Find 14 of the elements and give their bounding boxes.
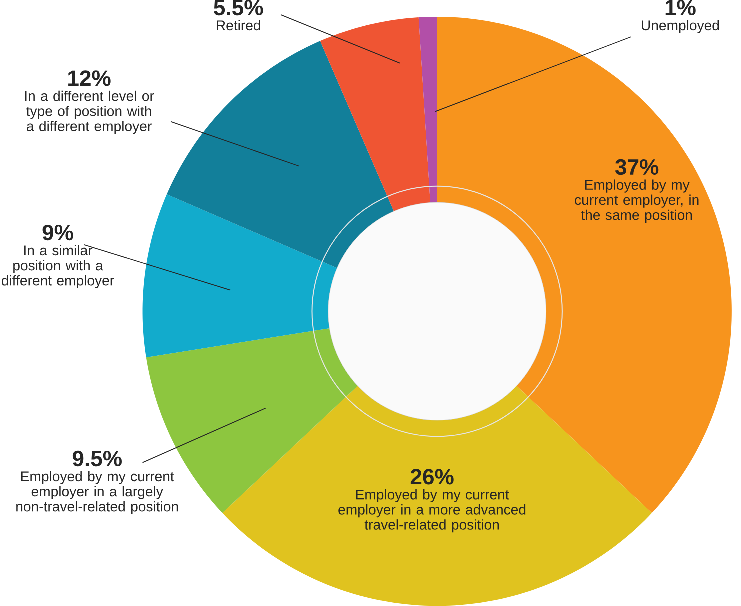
data-label: 9.5% (72, 450, 122, 467)
data-label: 12% (68, 70, 111, 86)
slice-label: Employed by my current employer in a largely non-travel-related position (16, 471, 178, 514)
slice-label: Unemployed (642, 20, 720, 34)
slice-label: In a similar position with a different employer (2, 245, 114, 288)
data-label: 37% (615, 159, 659, 176)
data-label: 5.5% (214, 0, 264, 16)
slice-label: Employed by my current employer in a more advanced travel-related position (338, 489, 526, 533)
slice-label: In a different level or type of position with a different employer (25, 90, 154, 134)
slice-label: Retired (217, 20, 260, 31)
slice-label: Employed by my current employer, in the same position (575, 180, 699, 223)
data-label: 26% (410, 469, 454, 485)
data-label: 9% (42, 224, 74, 241)
data-label: 1% (666, 0, 696, 16)
